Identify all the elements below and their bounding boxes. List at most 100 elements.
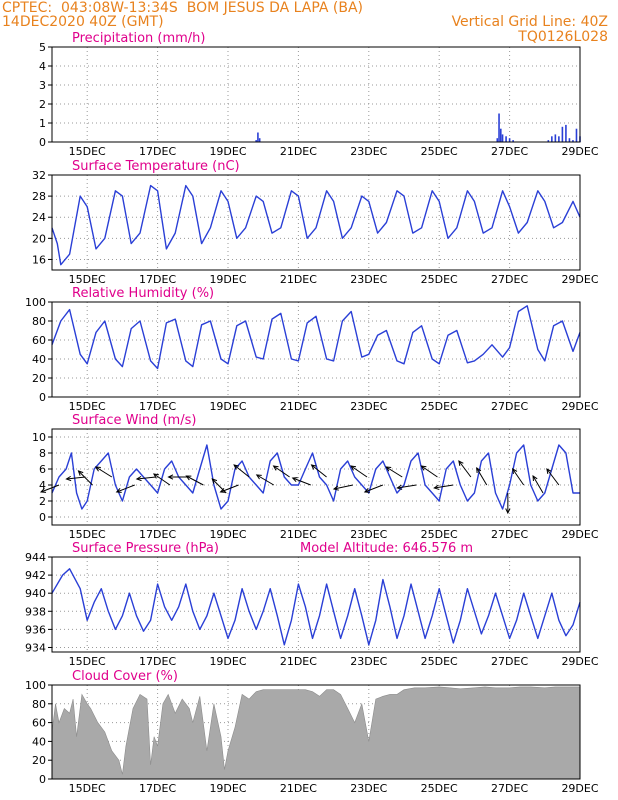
precipitation-bar [554,134,557,142]
precipitation-frame [51,46,581,143]
wind-arrow [364,484,384,493]
surface-pressure-subtitle: Model Altitude: 646.576 m [300,541,473,556]
surface-temperature-y-tick-label: 24 [32,211,46,224]
surface-temperature-x-tick-label: 17DEC [139,273,176,286]
wind-arrow [546,468,560,486]
wind-arrow-head [512,468,518,475]
wind-arrow [256,474,275,486]
wind-arrow [333,484,354,490]
header-grid-line: Vertical Grid Line: 40Z [451,14,608,30]
precipitation-bar [575,128,578,142]
wind-arrow-head [39,488,47,493]
header-model-id: TQ0126L028 [518,29,608,45]
wind-arrow [385,466,403,478]
header: CPTEC: 043:08W-13:34S BOM JESUS DA LAPA … [0,0,618,46]
wind-arrow-head [167,474,174,480]
wind-arrow-head [77,470,84,476]
cloud-cover-y-tick-label: 80 [32,698,46,711]
surface-pressure-series-line [51,568,581,646]
surface-pressure-y-tick-label: 942 [25,569,46,582]
wind-arrow [116,484,135,493]
surface-pressure-y-tick-label: 940 [25,587,46,600]
precipitation-bar [568,138,571,142]
relative-humidity-x-tick-label: 23DEC [350,400,387,413]
surface-wind-x-tick-label: 15DEC [69,528,106,541]
surface-temperature-x-tick-label: 27DEC [491,273,528,286]
wind-arrow-head [291,477,298,482]
surface-pressure-x-tick-label: 17DEC [139,655,176,668]
precipitation-y-tick-label: 0 [39,136,46,149]
surface-wind-y-tick-label: 10 [32,431,46,444]
cloud-cover-area [51,686,581,780]
surface-wind-series-line [51,444,580,510]
wind-arrow [458,460,472,478]
relative-humidity-y-tick-label: 40 [32,353,46,366]
surface-wind-y-tick-label: 2 [39,495,46,508]
surface-pressure-title: Surface Pressure (hPa) [72,541,219,556]
wind-arrow-head [152,473,159,479]
cloud-cover-x-tick-label: 25DEC [421,782,458,795]
surface-temperature-x-tick-label: 29DEC [561,273,598,286]
surface-temperature-series-line [51,184,581,266]
wind-arrow-head [433,484,440,490]
cloud-cover-x-tick-label: 15DEC [69,782,106,795]
relative-humidity-y-tick-label: 80 [32,315,46,328]
precipitation-x-tick-label: 27DEC [491,145,528,158]
surface-wind-x-tick-label: 19DEC [209,528,246,541]
precipitation-bar [551,136,553,142]
relative-humidity-y-tick-label: 100 [25,296,46,309]
wind-arrow [220,484,239,493]
wind-arrow-head [396,484,403,490]
relative-humidity-x-tick-label: 29DEC [561,400,598,413]
surface-pressure-x-tick-label: 19DEC [209,655,246,668]
wind-arrow-head [135,475,142,482]
wind-arrow-head [546,468,552,475]
cloud-cover-y-tick-label: 60 [32,717,46,730]
relative-humidity-x-tick-label: 27DEC [491,400,528,413]
surface-wind-y-tick-label: 8 [39,447,46,460]
wind-arrow [434,484,454,489]
precipitation-bar [547,140,550,142]
wind-arrow-head [185,475,192,481]
precipitation-bar [505,136,507,142]
wind-arrow [512,468,525,486]
wind-arrow [233,464,250,478]
wind-arrow-head [363,488,370,493]
relative-humidity-frame [51,301,581,398]
surface-temperature-frame [51,174,581,271]
precipitation-bar [508,138,511,142]
wind-arrow [311,464,327,478]
precipitation-bar [572,140,574,142]
cloud-cover-x-tick-label: 27DEC [491,782,528,795]
surface-wind-x-tick-label: 25DEC [421,528,458,541]
wind-arrow-head [219,488,226,493]
wind-arrow-head [476,467,482,474]
surface-temperature-y-tick-label: 16 [32,253,46,266]
surface-pressure-x-tick-label: 25DEC [421,655,458,668]
surface-wind-x-tick-label: 23DEC [350,528,387,541]
surface-temperature-x-tick-label: 25DEC [421,273,458,286]
wind-arrow-head [211,478,218,484]
wind-arrow-head [350,465,357,471]
surface-pressure-y-tick-label: 936 [25,623,46,636]
wind-arrow [186,475,204,486]
precipitation-bar [561,126,564,142]
precipitation-y-tick-label: 4 [39,60,46,73]
surface-temperature-x-tick-label: 23DEC [350,273,387,286]
relative-humidity-y-tick-label: 0 [39,391,46,404]
precipitation-x-tick-label: 17DEC [139,145,176,158]
surface-temperature-title: Surface Temperature (nC) [72,159,240,174]
wind-arrow-head [272,465,279,471]
surface-wind-x-tick-label: 17DEC [139,528,176,541]
precipitation-x-tick-label: 21DEC [280,145,317,158]
cloud-cover-x-tick-label: 23DEC [350,782,387,795]
precipitation-y-tick-label: 2 [39,98,46,111]
precipitation-bar [255,140,257,142]
cloud-cover-x-tick-label: 29DEC [561,782,598,795]
surface-wind-frame [51,428,581,526]
wind-arrow [476,467,488,486]
precipitation-bar [558,136,560,142]
precipitation-title: Precipitation (mm/h) [72,31,205,46]
precipitation-bar [512,140,514,142]
